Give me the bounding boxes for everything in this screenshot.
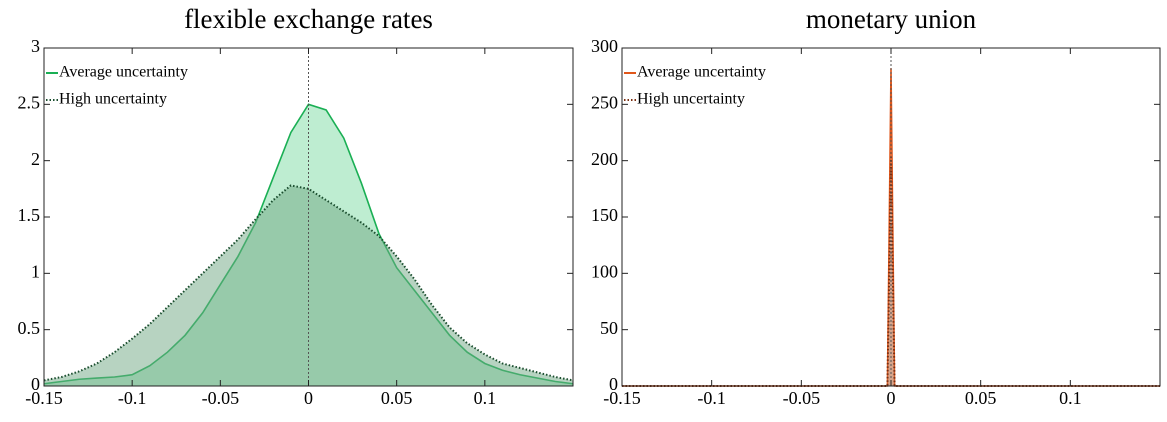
y-tick-label: 0.5 (18, 318, 41, 338)
y-tick-label: 0 (609, 374, 618, 394)
area (622, 157, 1160, 386)
x-tick-label: -0.05 (202, 388, 240, 408)
x-tick-label: -0.1 (118, 388, 147, 408)
line (43, 184, 574, 382)
y-tick-label: 300 (591, 36, 618, 56)
x-tick-label: 0.05 (381, 388, 413, 408)
x-tick-label: 0 (887, 388, 896, 408)
y-tick-label: 250 (591, 92, 618, 112)
y-tick-label: 100 (591, 261, 618, 281)
y-tick-label: 0 (31, 374, 40, 394)
x-tick-label: -0.15 (603, 388, 641, 408)
legend-label: High uncertainty (59, 91, 167, 108)
x-tick-label: -0.05 (783, 388, 821, 408)
y-tick-label: 1 (31, 261, 40, 281)
legend-label: High uncertainty (637, 91, 745, 108)
x-tick-label: 0.1 (1059, 388, 1082, 408)
y-tick-label: 1.5 (18, 205, 41, 225)
y-tick-label: 2 (31, 149, 40, 169)
chart-title: monetary union (806, 4, 977, 34)
x-tick-label: -0.15 (25, 388, 63, 408)
legend-label: Average uncertainty (637, 64, 766, 81)
y-tick-label: 200 (591, 149, 618, 169)
chart-title: flexible exchange rates (184, 4, 433, 34)
x-tick-label: 0.05 (965, 388, 997, 408)
y-tick-label: 150 (591, 205, 618, 225)
y-tick-label: 3 (31, 36, 40, 56)
x-tick-label: 0 (304, 388, 313, 408)
x-tick-label: -0.1 (697, 388, 726, 408)
legend-label: Average uncertainty (59, 64, 188, 81)
y-tick-label: 50 (600, 318, 618, 338)
y-tick-label: 2.5 (18, 92, 41, 112)
x-tick-label: 0.1 (474, 388, 497, 408)
